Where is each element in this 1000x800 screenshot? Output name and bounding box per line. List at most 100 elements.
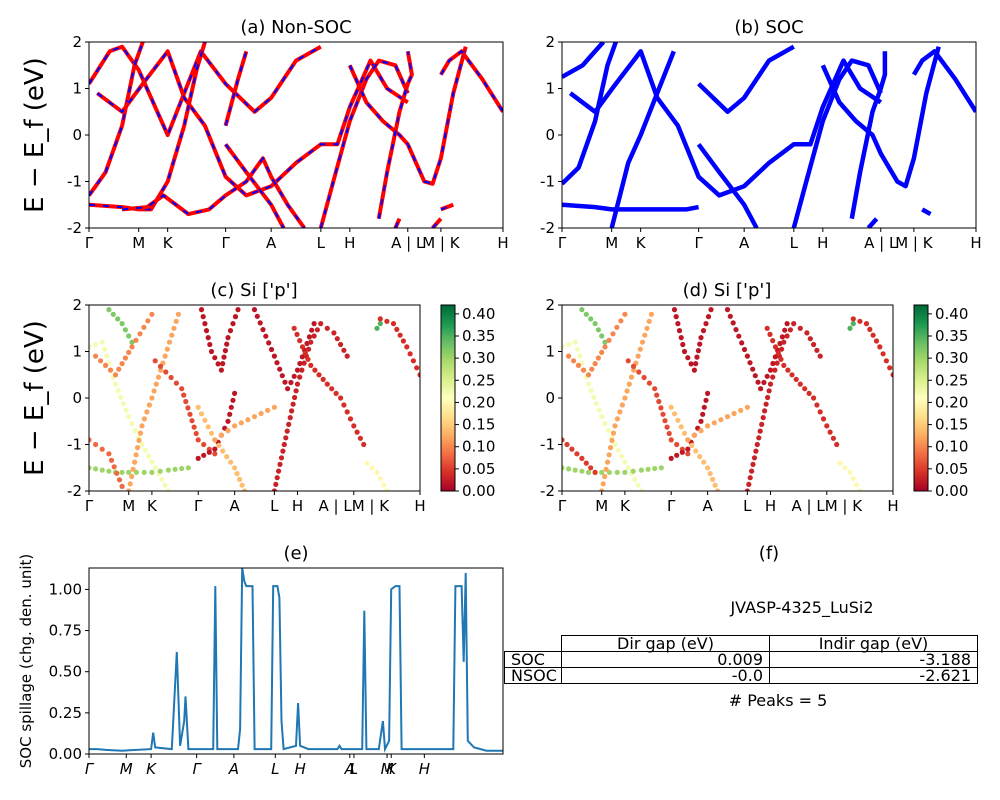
x-tick-label: L <box>743 497 752 515</box>
y-tick-label: -1 <box>67 173 82 191</box>
band-point <box>635 353 641 359</box>
colorbar-tick-label: 0.20 <box>935 393 968 411</box>
band-point <box>750 461 756 467</box>
band-point <box>648 311 655 317</box>
band-point <box>574 346 581 352</box>
band-line <box>89 42 145 197</box>
band-point <box>689 442 695 448</box>
band-point <box>410 358 416 364</box>
y-tick-label: -1 <box>67 436 82 454</box>
band-point <box>265 407 271 413</box>
x-tick-label: M <box>132 234 145 252</box>
band-point <box>294 381 301 387</box>
y-tick-label: 0.25 <box>49 704 82 722</box>
band-point <box>212 451 218 457</box>
band-point <box>824 423 830 429</box>
band-point <box>123 407 129 413</box>
band-point <box>632 476 638 482</box>
band-point <box>585 381 592 387</box>
band-point <box>361 441 367 448</box>
band-point <box>658 465 664 471</box>
band-point <box>291 325 297 331</box>
y-tick-label: 0.00 <box>49 745 82 763</box>
band-point <box>165 467 171 473</box>
band-point <box>701 404 707 410</box>
band-point <box>101 346 107 352</box>
band-point <box>110 311 116 317</box>
plot-area-c <box>89 307 420 491</box>
band-point <box>603 466 609 472</box>
band-point <box>139 441 145 448</box>
band-point <box>414 365 420 371</box>
band-point <box>700 411 706 417</box>
band-point <box>695 348 702 354</box>
y-tick-label: -2 <box>540 219 555 237</box>
ylabel-c: E − E_f (eV) <box>20 320 50 476</box>
band-point <box>166 339 173 345</box>
band-point <box>133 452 139 458</box>
band-point <box>341 402 347 408</box>
band-point <box>126 414 132 420</box>
band-line <box>911 49 976 114</box>
band-point <box>753 448 759 454</box>
row-name: NSOC <box>504 667 562 684</box>
y-tick-label: 2 <box>72 33 82 51</box>
x-tick-label: K <box>163 234 174 252</box>
y-tick-label: -2 <box>540 482 555 500</box>
band-point <box>384 488 390 491</box>
band-point <box>271 488 277 491</box>
band-point <box>811 395 817 401</box>
band-point <box>232 314 239 320</box>
x-tick-label: Γ <box>694 234 703 252</box>
title-a: (a) Non-SOC <box>240 17 351 38</box>
band-point <box>320 376 326 382</box>
band-point <box>644 325 650 331</box>
x-tick-label: H <box>414 497 425 515</box>
band-point <box>228 404 234 410</box>
band-point <box>344 409 350 415</box>
band-point <box>338 341 344 348</box>
band-point <box>602 344 608 350</box>
x-tick-label: K <box>620 497 631 515</box>
colorbar-tick-label: 0.30 <box>462 349 495 367</box>
band-point <box>593 401 600 407</box>
band-point <box>119 483 125 489</box>
band-point <box>793 376 799 382</box>
band-line-dashed <box>224 51 248 126</box>
band-point <box>691 367 698 373</box>
band-point <box>744 488 750 491</box>
band-point <box>205 335 211 341</box>
band-point <box>562 437 565 443</box>
band-point <box>162 353 168 359</box>
y-tick-label: -1 <box>540 173 555 191</box>
x-tick-label: A <box>739 234 750 252</box>
band-point <box>122 355 128 361</box>
colorbar-tick-label: 0.15 <box>462 416 495 434</box>
x-tick-label: K <box>147 497 158 515</box>
band-point <box>152 358 158 364</box>
band-point <box>99 339 105 345</box>
band-point <box>599 333 605 339</box>
band-point <box>781 339 787 345</box>
x-tick-label: Γ <box>192 760 202 778</box>
y-tick-label: 2 <box>72 296 82 314</box>
band-point <box>562 465 565 471</box>
band-point <box>562 344 565 350</box>
band-point <box>297 374 303 380</box>
band-point <box>115 388 121 394</box>
band-point <box>736 333 742 339</box>
band-point <box>390 321 397 327</box>
band-point <box>697 341 703 347</box>
band-point <box>126 349 132 355</box>
x-tick-label: A <box>344 760 355 778</box>
band-point <box>857 488 863 491</box>
band-point <box>747 360 753 366</box>
band-line <box>562 42 618 186</box>
band-point <box>193 430 199 437</box>
band-point <box>622 469 628 475</box>
band-point <box>89 437 92 443</box>
band-point <box>762 408 768 414</box>
band-point <box>685 437 691 443</box>
band-point <box>384 318 390 324</box>
x-tick-label: H <box>765 497 776 515</box>
